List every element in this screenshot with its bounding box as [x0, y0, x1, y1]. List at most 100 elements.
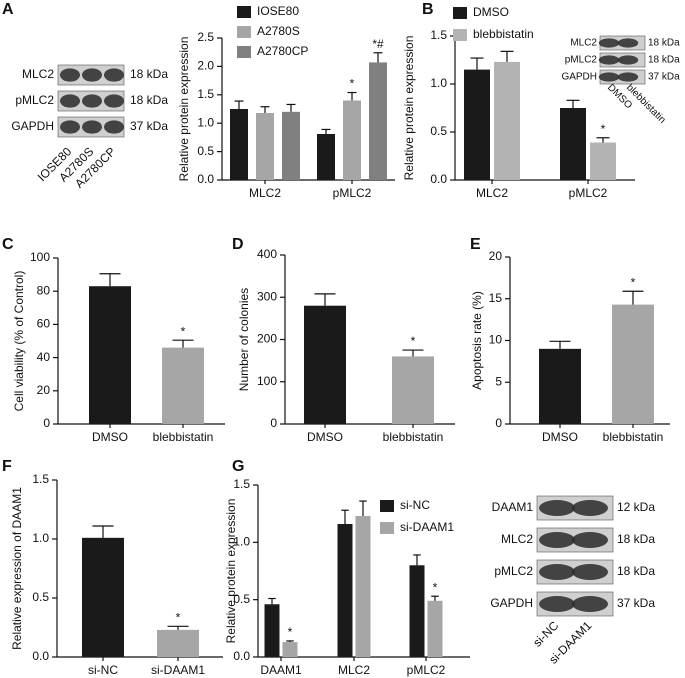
blot-size-label: 18 kDa [130, 67, 168, 81]
blot-band [539, 564, 575, 580]
panel-label: C [2, 236, 14, 253]
y-tick-label: 400 [257, 247, 277, 261]
legend-swatch [453, 7, 467, 19]
x-tick-label: si-DAAM1 [151, 663, 205, 677]
x-tick-label: pMLC2 [407, 663, 446, 677]
panel: D Number of colonies 0 100 200 300 400 DMSO bleb… [232, 236, 455, 444]
annotation: * [411, 334, 416, 348]
legend-swatch [237, 26, 251, 38]
blot-row-label: MLC2 [22, 67, 54, 81]
bar [409, 565, 425, 657]
y-axis-title: Cell viability (% of Control) [12, 271, 26, 412]
blot-band [617, 55, 639, 65]
y-tick-label: 2.0 [197, 59, 214, 73]
y-tick-label: 20 [37, 383, 51, 397]
y-tick-label: 2.5 [197, 30, 214, 44]
blot-band [60, 94, 80, 108]
y-axis-title: Relative protein expression [177, 37, 191, 182]
bar [464, 69, 490, 180]
blot-band [598, 38, 620, 48]
blot-band [617, 72, 639, 82]
y-tick-label: 0.0 [233, 649, 250, 663]
legend-swatch [380, 522, 394, 534]
y-tick-label: 0.5 [197, 144, 214, 158]
y-tick-label: 60 [37, 317, 51, 331]
bar [162, 347, 204, 424]
y-tick-label: 200 [257, 332, 277, 346]
blot-band [572, 596, 608, 612]
y-tick-label: 1.5 [32, 472, 49, 486]
blot-size-label: 37 kDa [648, 72, 680, 83]
blot-band [539, 596, 575, 612]
y-tick-label: 0 [43, 416, 50, 430]
blot-size-label: 18 kDa [617, 564, 655, 578]
bar [317, 133, 335, 180]
bar [230, 109, 248, 180]
y-axis-title: Relative expression of DAAM1 [10, 487, 24, 650]
y-tick-label: 1.0 [32, 531, 49, 545]
blot-band [60, 68, 80, 82]
blot-size-label: 18 kDa [130, 93, 168, 107]
blot-size-label: 18 kDa [617, 532, 655, 546]
bar [337, 523, 353, 657]
blot-row-label: pMLC2 [565, 55, 598, 66]
bar [256, 112, 274, 180]
panel-label: D [232, 236, 244, 253]
y-tick-label: 0 [495, 416, 502, 430]
blot-band [104, 94, 124, 108]
legend-swatch [380, 500, 394, 512]
blot-size-label: 18 kDa [648, 38, 680, 49]
blot-row-label: GAPDH [11, 119, 54, 133]
y-tick-label: 10 [489, 333, 503, 347]
y-tick-label: 0.5 [32, 590, 49, 604]
x-tick-label: DAAM1 [260, 663, 302, 677]
bar [282, 642, 298, 657]
bar [612, 304, 654, 424]
blot-band [572, 564, 608, 580]
blot-band [539, 500, 575, 516]
legend-swatch [237, 46, 251, 58]
y-axis-title: Relative protein expression [224, 499, 238, 644]
blot-row-label: GAPDH [490, 596, 533, 610]
x-tick-label: MLC2 [476, 186, 508, 200]
y-tick-label: 1.0 [233, 535, 250, 549]
y-tick-label: 1.0 [197, 115, 214, 129]
y-tick-label: 1.5 [197, 87, 214, 101]
annotation: * [288, 625, 293, 639]
panel-label: A [2, 1, 14, 18]
annotation: * [631, 275, 636, 289]
x-tick-label: pMLC2 [569, 186, 608, 200]
panel-label: E [470, 236, 481, 253]
panel: G Relative protein expression 0.0 0.5 1.0 1.5… [224, 458, 655, 677]
panel: F Relative expression of DAAM1 0.0 0.5 1.0 1.… [2, 458, 223, 677]
blot-band [572, 500, 608, 516]
blot-row-label: pMLC2 [494, 564, 533, 578]
legend-label: DMSO [473, 5, 509, 19]
blot-band [572, 532, 608, 548]
blot-band [60, 120, 80, 134]
legend-swatch [453, 29, 467, 41]
x-tick-label: blebbistatin [603, 430, 664, 444]
bar [264, 604, 280, 657]
x-tick-label: DMSO [92, 430, 128, 444]
blot-band [82, 68, 102, 82]
y-tick-label: 5 [495, 374, 502, 388]
y-tick-label: 0.5 [430, 124, 447, 138]
blot-band [617, 38, 639, 48]
blot-band [598, 55, 620, 65]
blot-row-label: pMLC2 [15, 93, 54, 107]
blot-size-label: 12 kDa [617, 500, 655, 514]
panel: E Apoptosis rate (%) 0 5 10 15 20 DMSO blebbista… [470, 236, 670, 444]
bar [304, 305, 346, 424]
y-tick-label: 100 [257, 374, 277, 388]
bar [427, 600, 443, 657]
legend-label: blebbistatin [473, 27, 534, 41]
bar [89, 286, 131, 424]
y-axis-title: Number of colonies [237, 288, 251, 391]
y-tick-label: 0.0 [430, 172, 447, 186]
x-tick-label: MLC2 [338, 663, 370, 677]
panel: C Cell viability (% of Control) 0 20 40 60 80 1… [2, 236, 225, 444]
annotation: * [601, 122, 606, 136]
x-tick-label: blebbistatin [153, 430, 214, 444]
